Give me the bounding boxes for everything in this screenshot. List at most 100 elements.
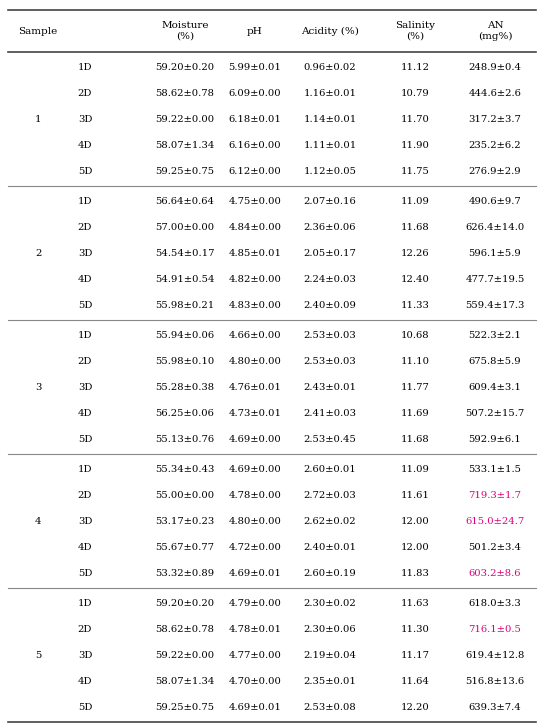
- Text: 2.40±0.09: 2.40±0.09: [304, 300, 356, 310]
- Text: 11.12: 11.12: [400, 62, 430, 72]
- Text: 6.09±0.00: 6.09±0.00: [228, 88, 281, 97]
- Text: 619.4±12.8: 619.4±12.8: [465, 650, 524, 660]
- Text: 592.9±6.1: 592.9±6.1: [468, 434, 521, 444]
- Text: 11.77: 11.77: [400, 383, 429, 392]
- Text: 235.2±6.2: 235.2±6.2: [469, 141, 521, 149]
- Text: 2.19±0.04: 2.19±0.04: [304, 650, 356, 660]
- Text: 4.85±0.01: 4.85±0.01: [228, 249, 281, 257]
- Text: 615.0±24.7: 615.0±24.7: [465, 516, 524, 526]
- Text: 54.91±0.54: 54.91±0.54: [155, 275, 215, 283]
- Text: 2.30±0.06: 2.30±0.06: [304, 624, 356, 634]
- Text: 4.69±0.01: 4.69±0.01: [228, 703, 281, 711]
- Text: Acidity (%): Acidity (%): [301, 26, 359, 36]
- Text: 2.41±0.03: 2.41±0.03: [304, 408, 356, 418]
- Text: 58.62±0.78: 58.62±0.78: [156, 88, 214, 97]
- Text: Salinity
(%): Salinity (%): [395, 21, 435, 41]
- Text: 4.69±0.00: 4.69±0.00: [228, 434, 281, 444]
- Text: 719.3±1.7: 719.3±1.7: [468, 491, 522, 500]
- Text: 2.60±0.01: 2.60±0.01: [304, 465, 356, 473]
- Text: Sample: Sample: [18, 27, 58, 36]
- Text: 10.79: 10.79: [400, 88, 429, 97]
- Text: 596.1±5.9: 596.1±5.9: [468, 249, 521, 257]
- Text: 5D: 5D: [78, 568, 92, 578]
- Text: 639.3±7.4: 639.3±7.4: [468, 703, 521, 711]
- Text: 609.4±3.1: 609.4±3.1: [468, 383, 522, 392]
- Text: 1D: 1D: [78, 196, 92, 205]
- Text: 2.53±0.03: 2.53±0.03: [304, 357, 356, 365]
- Text: 4D: 4D: [78, 275, 92, 283]
- Text: 2.05±0.17: 2.05±0.17: [304, 249, 356, 257]
- Text: 2D: 2D: [78, 357, 92, 365]
- Text: 1: 1: [35, 115, 41, 123]
- Text: 4.83±0.00: 4.83±0.00: [228, 300, 281, 310]
- Text: 11.17: 11.17: [400, 650, 430, 660]
- Text: 2D: 2D: [78, 223, 92, 231]
- Text: 3D: 3D: [78, 115, 92, 123]
- Text: 490.6±9.7: 490.6±9.7: [468, 196, 521, 205]
- Text: 477.7±19.5: 477.7±19.5: [465, 275, 524, 283]
- Text: 6.18±0.01: 6.18±0.01: [228, 115, 281, 123]
- Text: 11.83: 11.83: [400, 568, 429, 578]
- Text: 675.8±5.9: 675.8±5.9: [469, 357, 521, 365]
- Text: 11.68: 11.68: [400, 434, 429, 444]
- Text: 2.36±0.06: 2.36±0.06: [304, 223, 356, 231]
- Text: 59.20±0.20: 59.20±0.20: [156, 62, 214, 72]
- Text: 11.09: 11.09: [400, 196, 429, 205]
- Text: 2: 2: [35, 249, 41, 257]
- Text: AN
(mg%): AN (mg%): [478, 21, 512, 41]
- Text: 3D: 3D: [78, 383, 92, 392]
- Text: 4D: 4D: [78, 408, 92, 418]
- Text: 55.28±0.38: 55.28±0.38: [156, 383, 214, 392]
- Text: 55.67±0.77: 55.67±0.77: [156, 542, 214, 552]
- Text: 507.2±15.7: 507.2±15.7: [465, 408, 524, 418]
- Text: 4: 4: [35, 516, 41, 526]
- Text: 4.82±0.00: 4.82±0.00: [228, 275, 281, 283]
- Text: 4.80±0.00: 4.80±0.00: [228, 516, 281, 526]
- Text: 317.2±3.7: 317.2±3.7: [468, 115, 522, 123]
- Text: 2.35±0.01: 2.35±0.01: [304, 676, 356, 686]
- Text: 2.53±0.03: 2.53±0.03: [304, 331, 356, 339]
- Text: 11.75: 11.75: [400, 167, 429, 175]
- Text: 12.40: 12.40: [400, 275, 429, 283]
- Text: 4.75±0.00: 4.75±0.00: [228, 196, 281, 205]
- Text: 55.34±0.43: 55.34±0.43: [156, 465, 215, 473]
- Text: 1.16±0.01: 1.16±0.01: [304, 88, 356, 97]
- Text: 533.1±1.5: 533.1±1.5: [468, 465, 522, 473]
- Text: 5D: 5D: [78, 434, 92, 444]
- Text: 6.16±0.00: 6.16±0.00: [228, 141, 281, 149]
- Text: 626.4±14.0: 626.4±14.0: [465, 223, 524, 231]
- Text: 55.00±0.00: 55.00±0.00: [156, 491, 214, 500]
- Text: 4.69±0.01: 4.69±0.01: [228, 568, 281, 578]
- Text: 53.17±0.23: 53.17±0.23: [156, 516, 215, 526]
- Text: 56.25±0.06: 56.25±0.06: [156, 408, 214, 418]
- Text: 3D: 3D: [78, 516, 92, 526]
- Text: 10.68: 10.68: [401, 331, 429, 339]
- Text: 5: 5: [35, 650, 41, 660]
- Text: 2.53±0.45: 2.53±0.45: [304, 434, 356, 444]
- Text: 2.43±0.01: 2.43±0.01: [304, 383, 356, 392]
- Text: 5D: 5D: [78, 167, 92, 175]
- Text: 55.13±0.76: 55.13±0.76: [156, 434, 214, 444]
- Text: 4.69±0.00: 4.69±0.00: [228, 465, 281, 473]
- Text: 516.8±13.6: 516.8±13.6: [466, 676, 524, 686]
- Text: 6.12±0.00: 6.12±0.00: [228, 167, 281, 175]
- Text: 5D: 5D: [78, 703, 92, 711]
- Text: 1D: 1D: [78, 62, 92, 72]
- Text: 59.22±0.00: 59.22±0.00: [156, 650, 214, 660]
- Text: 248.9±0.4: 248.9±0.4: [468, 62, 522, 72]
- Text: 58.07±1.34: 58.07±1.34: [156, 141, 215, 149]
- Text: 56.64±0.64: 56.64±0.64: [156, 196, 214, 205]
- Text: 1D: 1D: [78, 465, 92, 473]
- Text: 58.62±0.78: 58.62±0.78: [156, 624, 214, 634]
- Text: 11.68: 11.68: [400, 223, 429, 231]
- Text: 1.14±0.01: 1.14±0.01: [304, 115, 357, 123]
- Text: 559.4±17.3: 559.4±17.3: [465, 300, 524, 310]
- Text: 1.12±0.05: 1.12±0.05: [304, 167, 356, 175]
- Text: 2D: 2D: [78, 624, 92, 634]
- Text: 2.60±0.19: 2.60±0.19: [304, 568, 356, 578]
- Text: 4.73±0.01: 4.73±0.01: [228, 408, 281, 418]
- Text: 2.40±0.01: 2.40±0.01: [304, 542, 356, 552]
- Text: 444.6±2.6: 444.6±2.6: [468, 88, 522, 97]
- Text: 2.24±0.03: 2.24±0.03: [304, 275, 356, 283]
- Text: 12.00: 12.00: [400, 516, 429, 526]
